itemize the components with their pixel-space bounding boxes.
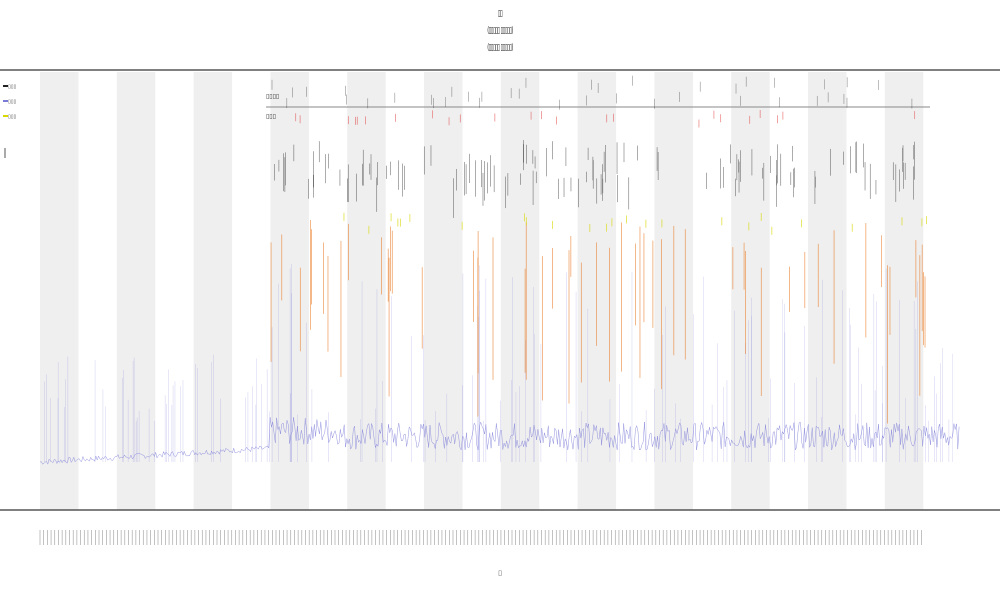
legend-label: ▯▯▯ xyxy=(8,99,17,105)
shaded-band xyxy=(424,72,463,510)
shaded-band xyxy=(577,72,617,510)
chart-subtitle-2: (▯▯▯▯▯ ▯▯▯▯▯) xyxy=(487,43,513,53)
x-axis-label: ▯ xyxy=(498,569,502,577)
chart-subtitle-1: (▯▯▯▯▯ ▯▯▯▯▯) xyxy=(487,26,513,36)
row-label: ▯▯▯ xyxy=(266,113,276,120)
baseline-series-line xyxy=(39,417,960,465)
chart-title: ▯▯ xyxy=(497,9,503,19)
shaded-band xyxy=(500,72,540,510)
row-label: ▯▯▯▯ xyxy=(266,93,279,100)
legend-label: ▯▯▯ xyxy=(8,114,17,120)
shaded-band xyxy=(270,72,309,510)
shaded-band xyxy=(347,72,386,510)
chart-title-block: ▯▯ (▯▯▯▯▯ ▯▯▯▯▯) (▯▯▯▯▯ ▯▯▯▯▯) xyxy=(0,6,1000,57)
shaded-band xyxy=(40,72,79,510)
shaded-band xyxy=(808,72,847,510)
shaded-band xyxy=(193,72,233,510)
shaded-band xyxy=(884,72,924,510)
legend-label: ▯▯▯ xyxy=(8,84,17,90)
shaded-band xyxy=(116,72,156,510)
x-axis-label-wrap: ▯ xyxy=(0,560,1000,579)
